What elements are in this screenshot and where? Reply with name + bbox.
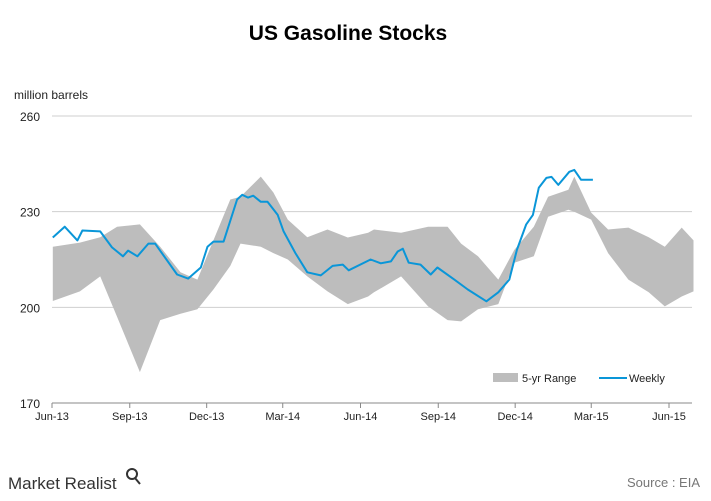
x-tick-label: Jun-15 bbox=[652, 411, 686, 423]
svg-text:Market Realist: Market Realist bbox=[8, 474, 117, 493]
y-axis-label: million barrels bbox=[14, 88, 88, 102]
x-tick-label: Dec-13 bbox=[189, 411, 224, 423]
legend: 5-yr Range Weekly bbox=[493, 373, 665, 385]
line-weekly bbox=[52, 168, 593, 303]
band-5yr-range bbox=[52, 176, 694, 373]
x-tick-label: Mar-14 bbox=[265, 411, 300, 423]
legend-swatch-5yr-range bbox=[493, 373, 518, 382]
x-tick-label: Sep-14 bbox=[421, 411, 456, 423]
y-axis-ticks: 260 230 200 170 bbox=[20, 110, 40, 411]
y-tick-label: 170 bbox=[20, 397, 40, 411]
source-note: Source : EIA bbox=[627, 475, 700, 490]
x-tick-label: Mar-15 bbox=[574, 411, 609, 423]
legend-label-5yr-range: 5-yr Range bbox=[522, 373, 576, 385]
y-tick-label: 200 bbox=[20, 301, 40, 315]
y-tick-label: 260 bbox=[20, 110, 40, 124]
x-tick-label: Dec-14 bbox=[497, 411, 532, 423]
market-realist-logo: Market Realist bbox=[8, 468, 141, 493]
x-axis: Jun-13 Sep-13 Dec-13 Mar-14 Jun-14 Sep-14 Dec-… bbox=[35, 402, 692, 423]
y-tick-label: 230 bbox=[20, 206, 40, 220]
x-tick-label: Sep-13 bbox=[112, 411, 147, 423]
band-layer bbox=[52, 176, 694, 373]
magnifier-icon bbox=[126, 468, 138, 480]
x-tick-label: Jun-14 bbox=[344, 411, 378, 423]
line-layer bbox=[52, 168, 594, 303]
chart-title: US Gasoline Stocks bbox=[249, 22, 447, 45]
legend-label-weekly: Weekly bbox=[629, 373, 665, 385]
x-tick-label: Jun-13 bbox=[35, 411, 69, 423]
